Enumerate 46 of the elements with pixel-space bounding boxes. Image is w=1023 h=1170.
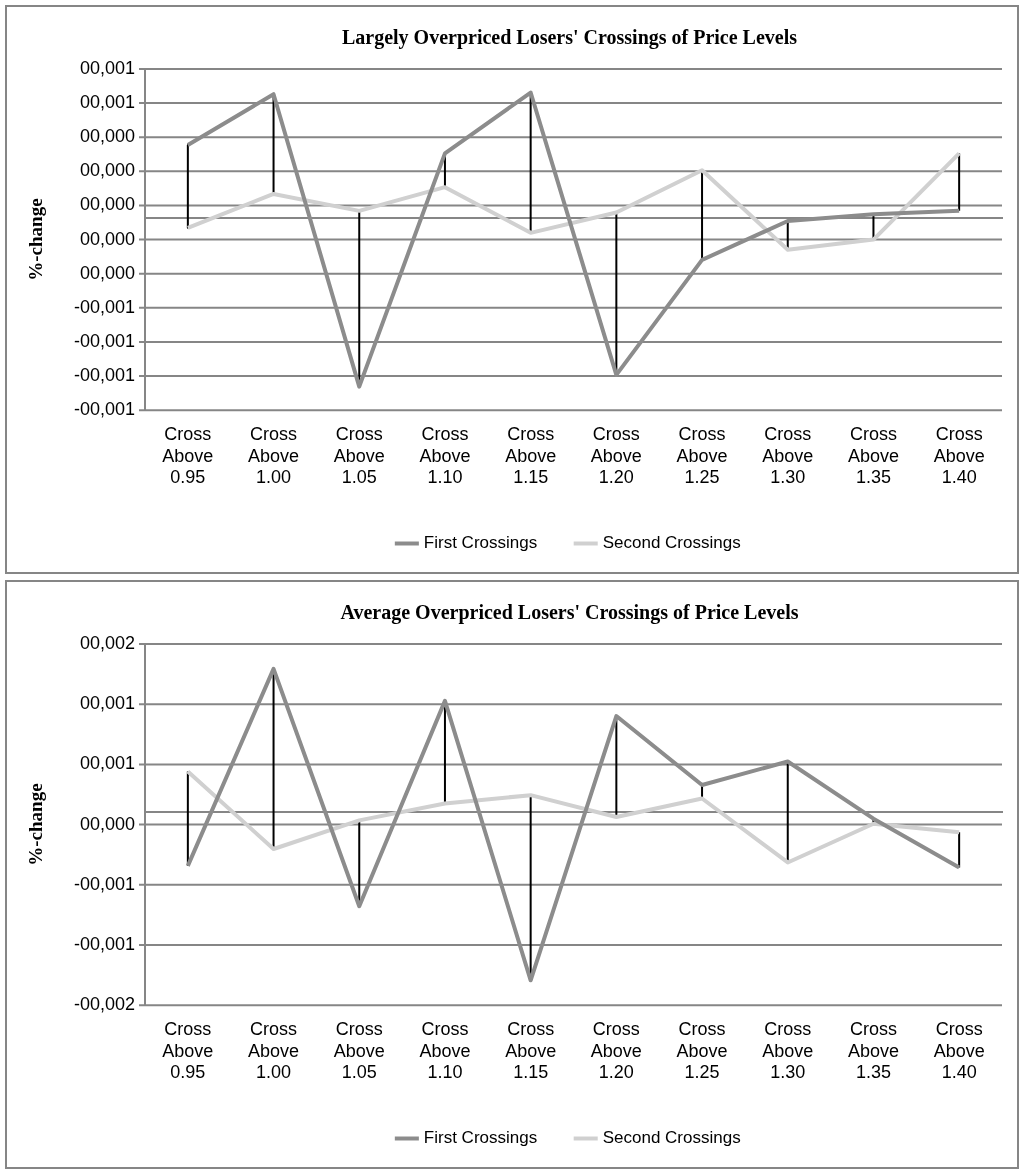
text: -00,002 xyxy=(73,994,135,1015)
text: 00,000 xyxy=(79,160,135,181)
x-tick-label: Cross Above 1.25 xyxy=(676,1018,728,1083)
x-tick-label: Cross Above 1.35 xyxy=(847,1018,899,1083)
text: -00,001 xyxy=(73,873,135,894)
legend-label: First Crossings xyxy=(423,1128,538,1148)
x-tick-label: Cross Above 1.10 xyxy=(419,423,471,488)
x-tick-label: Cross Above 1.10 xyxy=(419,1018,471,1083)
text: 00,001 xyxy=(79,693,135,714)
text: 00,001 xyxy=(79,753,135,774)
chart-title: Largely Overpriced Losers' Crossings of Price Levels xyxy=(341,26,798,50)
x-tick-label: Cross Above 1.40 xyxy=(933,423,985,488)
text: -00,001 xyxy=(73,933,135,954)
legend-label: First Crossings xyxy=(423,533,538,553)
x-tick-label: Cross Above 1.35 xyxy=(847,423,899,488)
text: 00,000 xyxy=(79,194,135,215)
y-axis-title: %-change xyxy=(24,783,46,866)
text: 00,001 xyxy=(79,57,135,78)
text: -00,001 xyxy=(73,330,135,351)
text: 00,002 xyxy=(79,632,135,653)
y-axis-title: %-change xyxy=(24,198,46,281)
text: 00,000 xyxy=(79,126,135,147)
x-tick-label: Cross Above 1.15 xyxy=(505,1018,557,1083)
x-tick-label: Cross Above 1.30 xyxy=(762,423,814,488)
x-tick-label: Cross Above 1.00 xyxy=(248,1018,300,1083)
x-tick-label: Cross Above 1.20 xyxy=(590,423,642,488)
legend-label: Second Crossings xyxy=(602,1128,741,1148)
text: 00,001 xyxy=(79,92,135,113)
x-tick-label: Cross Above 1.20 xyxy=(590,1018,642,1083)
text: -00,001 xyxy=(73,365,135,386)
text: 00,000 xyxy=(79,228,135,249)
x-tick-label: Cross Above 1.05 xyxy=(333,1018,385,1083)
text: 00,000 xyxy=(79,813,135,834)
x-tick-label: Cross Above 1.25 xyxy=(676,423,728,488)
text: -00,001 xyxy=(73,399,135,420)
text: -00,001 xyxy=(73,296,135,317)
x-tick-label: Cross Above 0.95 xyxy=(162,423,214,488)
x-tick-label: Cross Above 1.05 xyxy=(333,423,385,488)
x-tick-label: Cross Above 1.40 xyxy=(933,1018,985,1083)
text: 00,000 xyxy=(79,262,135,283)
x-tick-label: Cross Above 1.30 xyxy=(762,1018,814,1083)
x-tick-label: Cross Above 1.00 xyxy=(248,423,300,488)
legend-label: Second Crossings xyxy=(602,533,741,553)
chart-title: Average Overpriced Losers' Crossings of Price Levels xyxy=(340,601,799,625)
x-tick-label: Cross Above 1.15 xyxy=(505,423,557,488)
x-tick-label: Cross Above 0.95 xyxy=(162,1018,214,1083)
